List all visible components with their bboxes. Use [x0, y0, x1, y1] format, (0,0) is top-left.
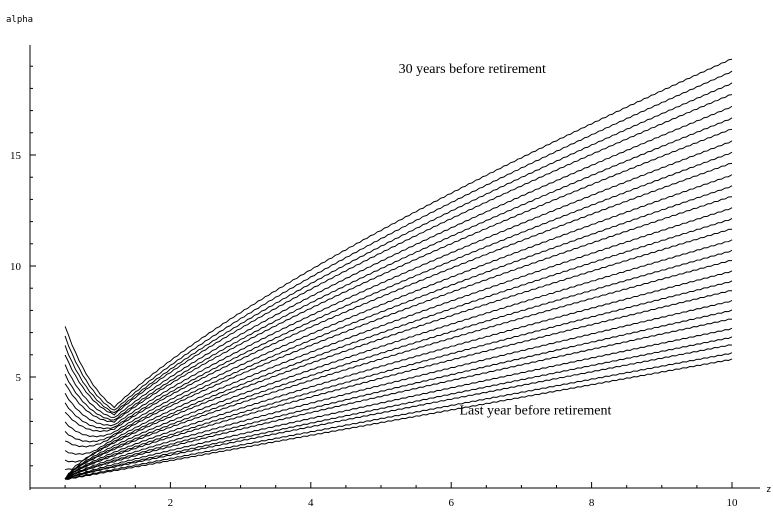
series-line — [64, 162, 733, 433]
curves-group — [64, 58, 733, 480]
y-tick-label: 10 — [10, 261, 22, 273]
series-line — [64, 239, 733, 480]
y-axis-title: alpha — [6, 15, 33, 25]
series-line — [64, 270, 733, 480]
x-tick-label: 8 — [589, 497, 595, 509]
series-line — [64, 196, 733, 448]
series-line — [64, 117, 733, 421]
series-line — [64, 290, 733, 480]
series-line — [64, 70, 733, 411]
ticks-group: 2 4 6 8 10 5 10 15 — [10, 65, 739, 509]
series-line — [64, 94, 733, 416]
series-line — [64, 105, 733, 418]
series-line — [64, 300, 733, 480]
annotation-30-years: 30 years before retirement — [399, 62, 546, 77]
axes-group — [29, 45, 760, 490]
x-tick-label: 2 — [168, 497, 174, 509]
series-line — [65, 358, 733, 480]
series-line — [64, 318, 733, 480]
series-line — [64, 151, 733, 430]
series-line — [64, 249, 733, 480]
series-line — [64, 185, 733, 443]
y-tick-label: 5 — [16, 372, 22, 384]
series-line — [65, 228, 733, 471]
series-line — [65, 336, 733, 480]
x-tick-label: 10 — [727, 497, 739, 509]
series-line — [64, 309, 733, 480]
series-line — [65, 352, 733, 480]
annotation-last-year: Last year before retirement — [459, 404, 611, 419]
x-axis-title: z — [766, 485, 771, 495]
series-line — [64, 218, 733, 463]
series-line — [64, 280, 733, 480]
series-line — [64, 58, 733, 409]
series-line — [64, 82, 733, 414]
series-line — [64, 128, 733, 423]
series-line — [64, 260, 733, 480]
x-tick-label: 6 — [448, 497, 454, 509]
series-line — [64, 344, 733, 480]
series-line — [64, 174, 733, 438]
series-line — [64, 140, 733, 427]
series-line — [64, 327, 733, 480]
series-line — [64, 207, 733, 455]
y-tick-label: 15 — [10, 150, 22, 162]
x-tick-label: 4 — [308, 497, 314, 509]
